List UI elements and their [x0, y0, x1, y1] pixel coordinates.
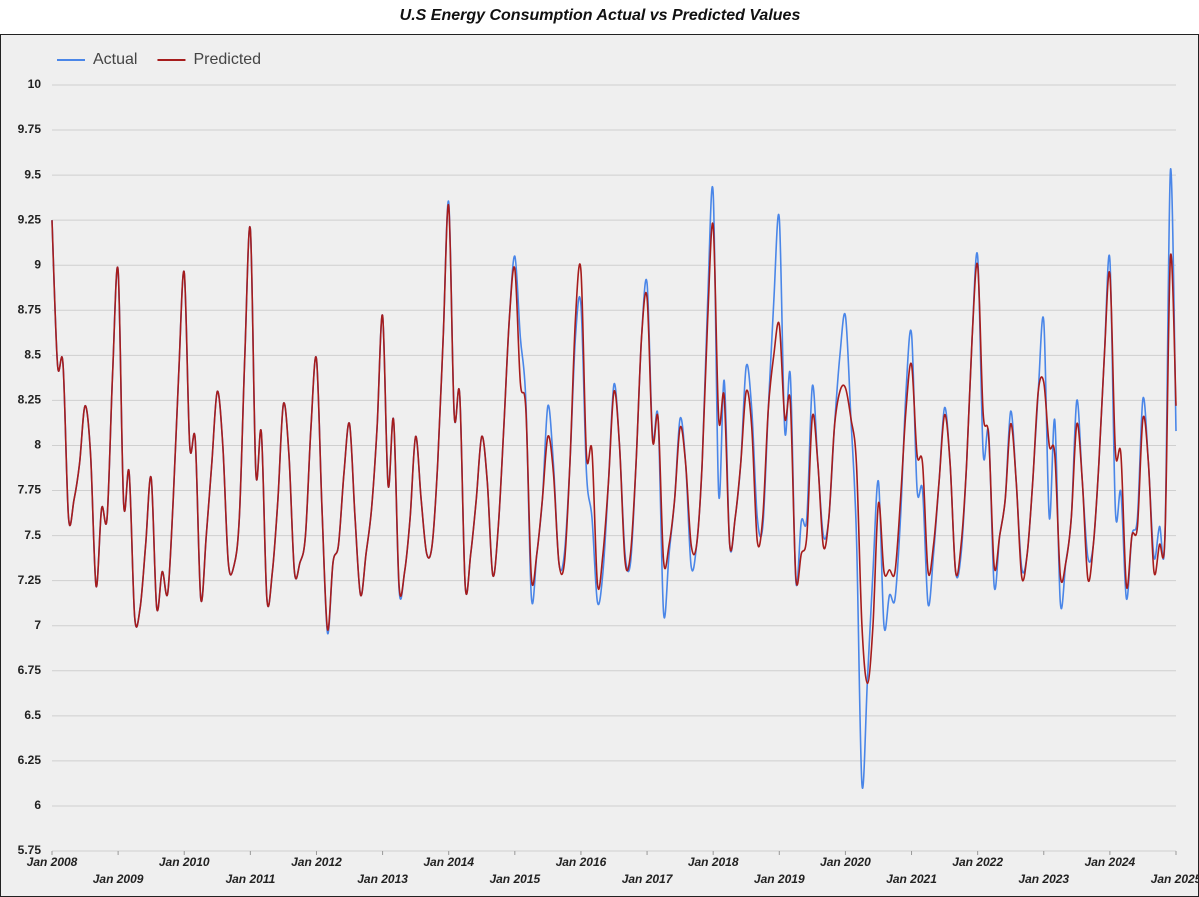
y-tick-label: 6.75 [18, 663, 42, 677]
x-tick-label: Jan 2012 [291, 855, 342, 869]
x-tick-label: Jan 2014 [423, 855, 474, 869]
x-tick-label: Jan 2011 [225, 872, 275, 886]
x-tick-label: Jan 2020 [820, 855, 871, 869]
x-tick-label: Jan 2017 [622, 872, 674, 886]
y-tick-label: 8.25 [18, 393, 42, 407]
plot-frame [0, 34, 1199, 897]
y-tick-label: 6.5 [24, 708, 41, 722]
chart-title: U.S Energy Consumption Actual vs Predict… [400, 7, 801, 24]
y-tick-label: 7.25 [18, 573, 42, 587]
y-tick-label: 7.75 [18, 483, 42, 497]
x-tick-label: Jan 2015 [489, 872, 540, 886]
y-tick-label: 7 [34, 618, 41, 632]
x-tick-label: Jan 2009 [93, 872, 144, 886]
legend-label: Actual [93, 51, 137, 68]
x-tick-label: Jan 2022 [952, 855, 1003, 869]
x-tick-label: Jan 2016 [556, 855, 607, 869]
y-tick-label: 7.5 [24, 528, 41, 542]
y-tick-label: 6 [34, 798, 41, 812]
x-tick-label: Jan 2013 [357, 872, 408, 886]
x-tick-label: Jan 2010 [159, 855, 210, 869]
x-tick-label: Jan 2008 [27, 855, 78, 869]
x-tick-label: Jan 2025 [1151, 872, 1199, 886]
y-tick-label: 5.75 [18, 843, 42, 857]
x-tick-label: Jan 2019 [754, 872, 805, 886]
y-tick-label: 8.75 [18, 302, 42, 316]
x-tick-label: Jan 2024 [1085, 855, 1136, 869]
y-tick-label: 9.75 [18, 122, 42, 136]
y-tick-label: 10 [28, 77, 42, 91]
y-tick-label: 9 [34, 257, 41, 271]
y-tick-label: 6.25 [18, 753, 42, 767]
x-tick-label: Jan 2023 [1018, 872, 1069, 886]
x-tick-label: Jan 2018 [688, 855, 739, 869]
legend-label: Predicted [193, 51, 261, 68]
y-tick-label: 9.5 [24, 167, 41, 181]
y-tick-label: 8 [34, 438, 41, 452]
y-tick-label: 8.5 [24, 348, 41, 362]
x-tick-label: Jan 2021 [886, 872, 937, 886]
y-tick-label: 9.25 [18, 212, 42, 226]
series-line [51, 203, 1177, 685]
